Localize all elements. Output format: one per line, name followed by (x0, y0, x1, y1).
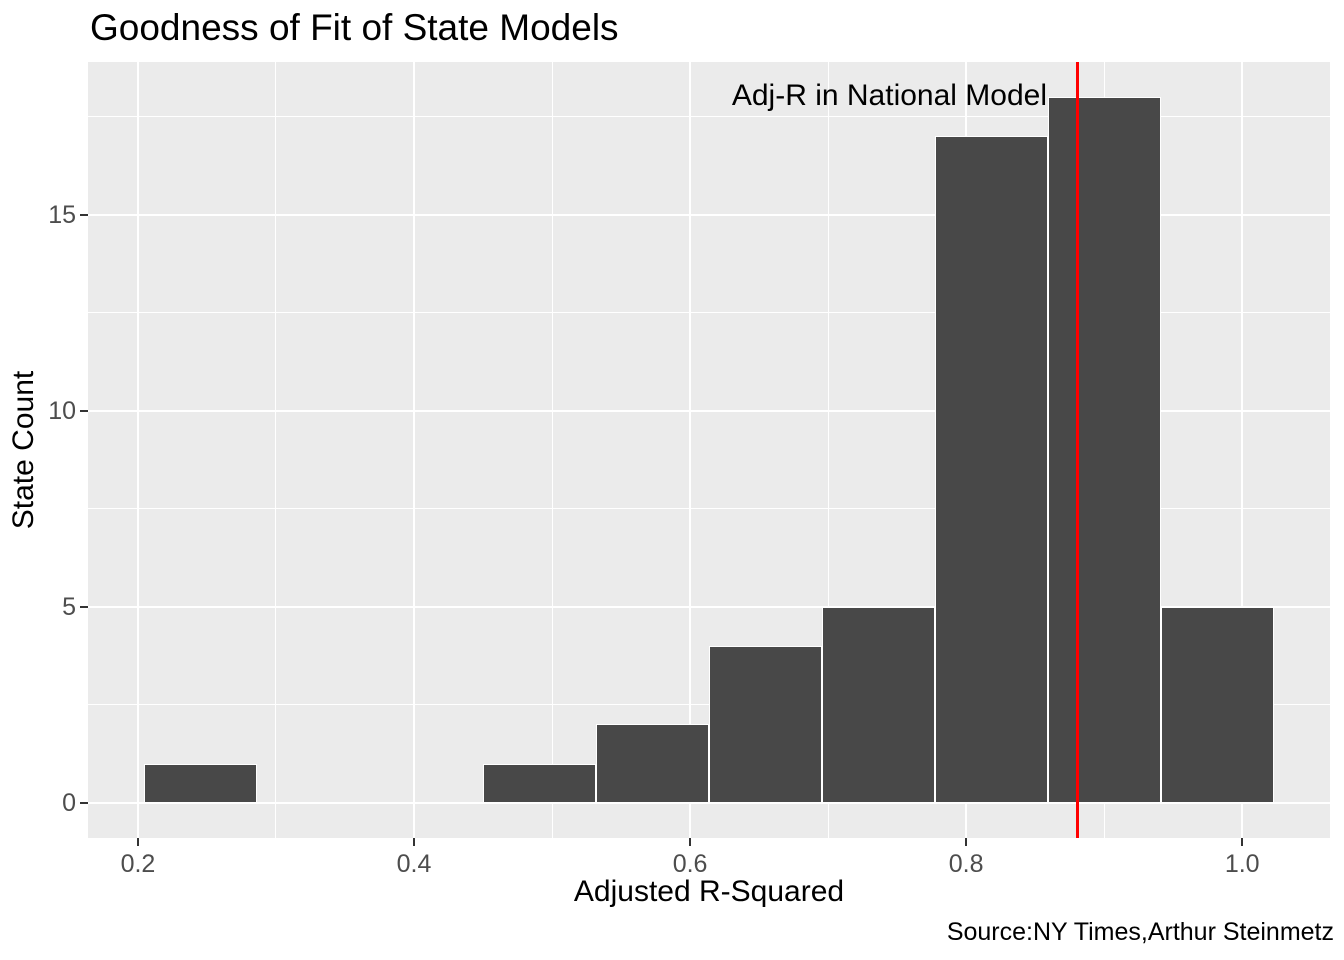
histogram-bar (821, 606, 935, 803)
histogram-bar (1047, 97, 1161, 803)
minor-gridline-x (275, 62, 277, 838)
major-gridline-y (88, 213, 1330, 216)
x-axis-tick-label: 0.4 (396, 850, 432, 878)
major-gridline-y (88, 605, 1330, 608)
x-axis-tick-label: 0.8 (948, 850, 984, 878)
source-caption: Source:NY Times,Arthur Steinmetz (946, 918, 1334, 946)
y-axis-tick-label: 10 (48, 396, 76, 425)
national-model-reference-line (1076, 62, 1080, 838)
minor-gridline-y (88, 116, 1330, 118)
y-axis-tick-mark (80, 801, 88, 804)
x-axis-title: Adjusted R-Squared (573, 875, 845, 908)
major-gridline-x (1241, 62, 1244, 838)
minor-gridline-x (827, 62, 829, 838)
y-axis-tick-mark (80, 213, 88, 216)
x-axis-tick-label: 0.2 (120, 850, 156, 878)
x-axis-tick-mark (1241, 838, 1244, 846)
plot-panel (88, 62, 1330, 838)
y-axis-tick-label: 0 (62, 788, 76, 817)
major-gridline-y (88, 409, 1330, 412)
y-axis-tick-label: 5 (62, 592, 76, 621)
histogram-bar (709, 645, 822, 803)
x-axis-tick-mark (413, 838, 416, 846)
reference-line-annotation: Adj-R in National Model (731, 79, 1047, 112)
major-gridline-y (88, 801, 1330, 804)
x-axis-tick-label: 1.0 (1224, 850, 1260, 878)
histogram-bar (483, 763, 597, 803)
major-gridline-x (136, 62, 139, 838)
minor-gridline-y (88, 508, 1330, 510)
major-gridline-x (689, 62, 692, 838)
y-axis-title: State Count (7, 370, 40, 530)
chart-title: Goodness of Fit of State Models (90, 7, 619, 48)
x-axis-tick-label: 0.6 (672, 850, 708, 878)
minor-gridline-y (88, 312, 1330, 314)
y-axis-tick-mark (80, 409, 88, 412)
major-gridline-x (413, 62, 416, 838)
histogram-bar (934, 136, 1048, 803)
y-axis-tick-mark (80, 605, 88, 608)
histogram-bar (1160, 606, 1274, 803)
y-axis-tick-label: 15 (48, 200, 76, 229)
x-axis-tick-mark (965, 838, 968, 846)
minor-gridline-x (551, 62, 553, 838)
histogram-bar (144, 763, 258, 803)
x-axis-tick-mark (136, 838, 139, 846)
histogram-bar (596, 724, 709, 803)
x-axis-tick-mark (689, 838, 692, 846)
